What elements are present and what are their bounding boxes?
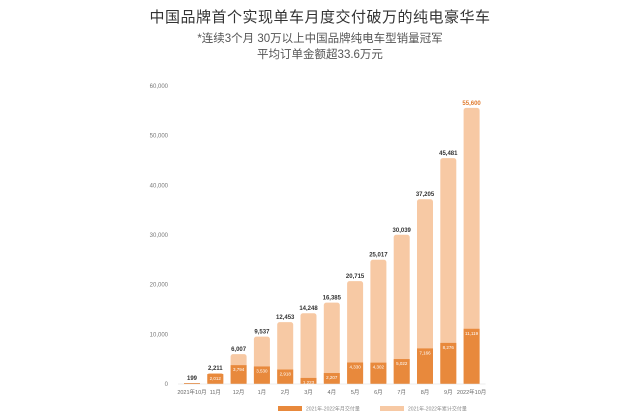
- x-tick-label: 2月: [281, 389, 290, 396]
- bars: [184, 107, 480, 384]
- cumulative-bar: [277, 322, 294, 384]
- chart-title: 中国品牌首个实现单车月度交付破万的纯电豪华车: [149, 9, 491, 26]
- cumulative-value-label: 55,600: [462, 101, 481, 107]
- cumulative-value-label: 20,715: [346, 274, 365, 280]
- monthly-value-label: 3,530: [256, 368, 268, 373]
- legend-swatch: [278, 406, 302, 411]
- cumulative-bar: [370, 259, 387, 384]
- x-tick-label: 4月: [328, 389, 337, 396]
- monthly-value-label: 2,012: [210, 376, 222, 381]
- monthly-bar: [323, 373, 340, 384]
- cumulative-value-label: 12,453: [276, 315, 295, 321]
- cumulative-value-label: 199: [187, 376, 198, 382]
- monthly-bar: [393, 359, 410, 384]
- monthly-value-label: 4,330: [349, 364, 361, 369]
- monthly-bar: [230, 365, 247, 384]
- x-tick-label: 2022年10月: [457, 388, 486, 396]
- cumulative-value-label: 2,211: [208, 366, 223, 372]
- monthly-bar: [253, 366, 270, 384]
- data-labels: 199 2,211 2,012 6,007 3,794 9,537 3,530 12,453 2…: [187, 101, 481, 385]
- legend-swatch: [380, 406, 404, 411]
- cumulative-bar: [463, 107, 480, 384]
- monthly-bar: [440, 342, 457, 384]
- legend: 2021年-2022年月交付量 2021年-2022年累计交付量: [278, 406, 467, 413]
- chart-subtitle-1: *连续3个月 30万以上中国品牌纯电车型销量冠军: [197, 33, 443, 45]
- cumulative-value-label: 25,017: [369, 253, 388, 259]
- monthly-value-label: 2,918: [280, 372, 292, 377]
- monthly-bar: [370, 362, 387, 384]
- monthly-value-label: 7,166: [419, 350, 431, 355]
- cumulative-value-label: 30,039: [393, 228, 412, 234]
- x-tick-label: 8月: [421, 389, 430, 396]
- monthly-bar: [347, 362, 364, 384]
- y-tick-label: 40,000: [150, 183, 169, 189]
- x-tick-label: 12月: [233, 389, 245, 396]
- x-tick-label: 2021年10月: [177, 388, 206, 396]
- monthly-bar: [277, 369, 294, 384]
- cumulative-value-label: 9,537: [254, 330, 270, 336]
- cumulative-bar: [393, 234, 410, 384]
- cumulative-value-label: 14,248: [299, 306, 318, 312]
- monthly-value-label: 1,223: [303, 380, 315, 385]
- y-tick-label: 10,000: [150, 332, 169, 338]
- monthly-bar: [417, 348, 433, 384]
- cumulative-bar: [323, 302, 340, 384]
- x-tick-label: 7月: [397, 389, 406, 396]
- monthly-value-label: 11,119: [465, 331, 479, 336]
- cumulative-bar: [300, 313, 317, 384]
- cumulative-value-label: 45,481: [439, 151, 458, 157]
- y-tick-label: 20,000: [150, 283, 169, 289]
- legend-label: 2021年-2022年累计交付量: [408, 406, 467, 413]
- monthly-bar: [300, 377, 317, 384]
- x-axis: 2021年10月 11月 12月 1月 2月 3月 4月 5月 6月 7月 8月 9月 2022年10月: [177, 383, 486, 396]
- x-tick-label: 1月: [258, 389, 267, 396]
- cumulative-bar: [417, 199, 433, 384]
- monthly-bar: [207, 374, 224, 384]
- monthly-value-label: 4,302: [373, 365, 385, 370]
- cumulative-bar: [440, 158, 457, 384]
- x-tick-label: 3月: [304, 389, 313, 396]
- y-tick-label: 50,000: [150, 134, 169, 140]
- x-tick-label: 9月: [444, 389, 453, 396]
- cumulative-value-label: 16,385: [323, 296, 342, 302]
- y-tick-label: 30,000: [150, 233, 169, 239]
- monthly-bar: [463, 328, 480, 384]
- monthly-value-label: 8,276: [443, 345, 455, 350]
- cumulative-bar: [347, 281, 364, 384]
- cumulative-value-label: 37,205: [416, 192, 435, 198]
- x-tick-label: 6月: [374, 389, 383, 396]
- cumulative-value-label: 6,007: [231, 347, 247, 353]
- x-tick-label: 11月: [210, 389, 221, 396]
- monthly-bar: [184, 383, 200, 384]
- y-tick-label: 60,000: [150, 84, 169, 90]
- legend-label: 2021年-2022年月交付量: [306, 406, 360, 413]
- monthly-value-label: 3,794: [233, 367, 245, 372]
- y-tick-label: 0: [165, 382, 169, 388]
- x-tick-label: 5月: [351, 389, 360, 396]
- chart-subtitle-2: 平均订单金额超33.6万元: [257, 49, 383, 61]
- monthly-value-label: 2,207: [326, 375, 338, 380]
- monthly-value-label: 5,022: [396, 361, 408, 366]
- y-axis: 0 10,000 20,000 30,000 40,000 50,000 60,000: [150, 84, 169, 388]
